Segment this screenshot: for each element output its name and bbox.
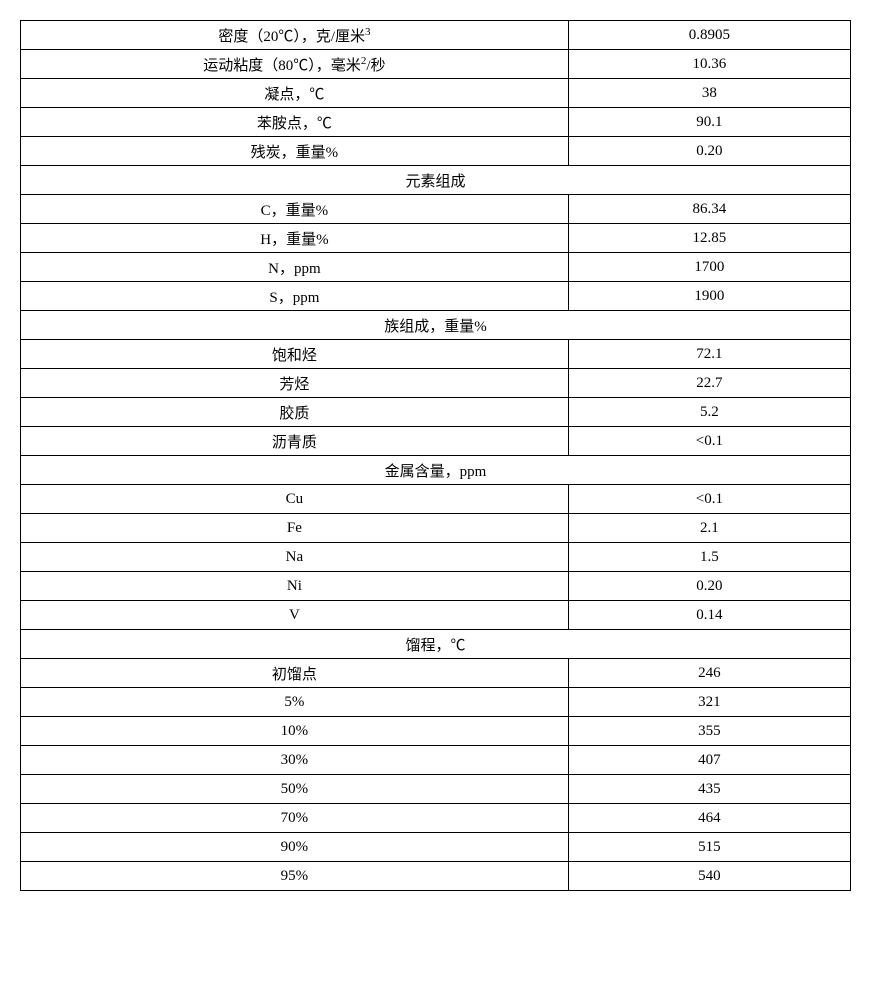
table-body: 密度（20℃），克/厘米30.8905运动粘度（80℃），毫米2/秒10.36凝… — [21, 21, 851, 891]
property-value-cell: 407 — [568, 746, 850, 775]
property-label-cell: Ni — [21, 572, 569, 601]
table-row: 密度（20℃），克/厘米30.8905 — [21, 21, 851, 50]
property-label-cell: 凝点，℃ — [21, 79, 569, 108]
property-value-cell: 435 — [568, 775, 850, 804]
property-value-cell: 0.20 — [568, 137, 850, 166]
property-label-cell: 芳烃 — [21, 369, 569, 398]
table-row: Fe2.1 — [21, 514, 851, 543]
table-row: 70%464 — [21, 804, 851, 833]
property-value-cell: 86.34 — [568, 195, 850, 224]
property-label-cell: C，重量% — [21, 195, 569, 224]
table-row: 50%435 — [21, 775, 851, 804]
property-label-cell: 运动粘度（80℃），毫米2/秒 — [21, 50, 569, 79]
property-label-cell: H，重量% — [21, 224, 569, 253]
property-value-cell: 38 — [568, 79, 850, 108]
table-row: 残炭，重量%0.20 — [21, 137, 851, 166]
table-row: 元素组成 — [21, 166, 851, 195]
property-value-cell: <0.1 — [568, 427, 850, 456]
property-label-cell: N，ppm — [21, 253, 569, 282]
property-label-cell: V — [21, 601, 569, 630]
table-row: V0.14 — [21, 601, 851, 630]
property-label-cell: 30% — [21, 746, 569, 775]
table-row: 5%321 — [21, 688, 851, 717]
property-value-cell: 540 — [568, 862, 850, 891]
property-value-cell: 5.2 — [568, 398, 850, 427]
property-value-cell: 1700 — [568, 253, 850, 282]
table-row: 馏程，℃ — [21, 630, 851, 659]
properties-table: 密度（20℃），克/厘米30.8905运动粘度（80℃），毫米2/秒10.36凝… — [20, 20, 851, 891]
table-row: 运动粘度（80℃），毫米2/秒10.36 — [21, 50, 851, 79]
property-label-cell: 密度（20℃），克/厘米3 — [21, 21, 569, 50]
property-label-cell: 苯胺点，℃ — [21, 108, 569, 137]
section-header-cell: 元素组成 — [21, 166, 851, 195]
property-value-cell: 2.1 — [568, 514, 850, 543]
table-row: Cu<0.1 — [21, 485, 851, 514]
property-value-cell: 464 — [568, 804, 850, 833]
property-label-cell: 残炭，重量% — [21, 137, 569, 166]
property-value-cell: 246 — [568, 659, 850, 688]
property-label-cell: 10% — [21, 717, 569, 746]
table-row: 胶质5.2 — [21, 398, 851, 427]
table-row: 10%355 — [21, 717, 851, 746]
property-value-cell: 90.1 — [568, 108, 850, 137]
property-value-cell: 1.5 — [568, 543, 850, 572]
property-label-cell: 沥青质 — [21, 427, 569, 456]
table-row: 90%515 — [21, 833, 851, 862]
property-value-cell: 10.36 — [568, 50, 850, 79]
table-row: S，ppm1900 — [21, 282, 851, 311]
property-label-cell: Fe — [21, 514, 569, 543]
property-label-cell: 5% — [21, 688, 569, 717]
table-row: Ni0.20 — [21, 572, 851, 601]
property-label-cell: 95% — [21, 862, 569, 891]
table-row: C，重量%86.34 — [21, 195, 851, 224]
table-row: N，ppm1700 — [21, 253, 851, 282]
table-row: 苯胺点，℃90.1 — [21, 108, 851, 137]
property-label-cell: 胶质 — [21, 398, 569, 427]
section-header-cell: 族组成，重量% — [21, 311, 851, 340]
table-row: 芳烃22.7 — [21, 369, 851, 398]
table-row: 沥青质<0.1 — [21, 427, 851, 456]
property-value-cell: 72.1 — [568, 340, 850, 369]
table-row: 初馏点246 — [21, 659, 851, 688]
table-row: Na1.5 — [21, 543, 851, 572]
property-label-cell: Na — [21, 543, 569, 572]
table-row: 凝点，℃38 — [21, 79, 851, 108]
property-label-cell: 饱和烃 — [21, 340, 569, 369]
property-label-cell: S，ppm — [21, 282, 569, 311]
property-label-cell: 初馏点 — [21, 659, 569, 688]
property-value-cell: 12.85 — [568, 224, 850, 253]
table-row: 族组成，重量% — [21, 311, 851, 340]
property-value-cell: 0.20 — [568, 572, 850, 601]
property-value-cell: 515 — [568, 833, 850, 862]
property-value-cell: 321 — [568, 688, 850, 717]
table-row: 饱和烃72.1 — [21, 340, 851, 369]
property-label-cell: 50% — [21, 775, 569, 804]
property-value-cell: 22.7 — [568, 369, 850, 398]
table-row: 95%540 — [21, 862, 851, 891]
property-value-cell: 355 — [568, 717, 850, 746]
property-label-cell: 90% — [21, 833, 569, 862]
property-value-cell: 0.8905 — [568, 21, 850, 50]
section-header-cell: 馏程，℃ — [21, 630, 851, 659]
section-header-cell: 金属含量，ppm — [21, 456, 851, 485]
property-value-cell: 0.14 — [568, 601, 850, 630]
property-label-cell: 70% — [21, 804, 569, 833]
table-row: 30%407 — [21, 746, 851, 775]
table-row: 金属含量，ppm — [21, 456, 851, 485]
property-value-cell: <0.1 — [568, 485, 850, 514]
property-label-cell: Cu — [21, 485, 569, 514]
table-row: H，重量%12.85 — [21, 224, 851, 253]
property-value-cell: 1900 — [568, 282, 850, 311]
